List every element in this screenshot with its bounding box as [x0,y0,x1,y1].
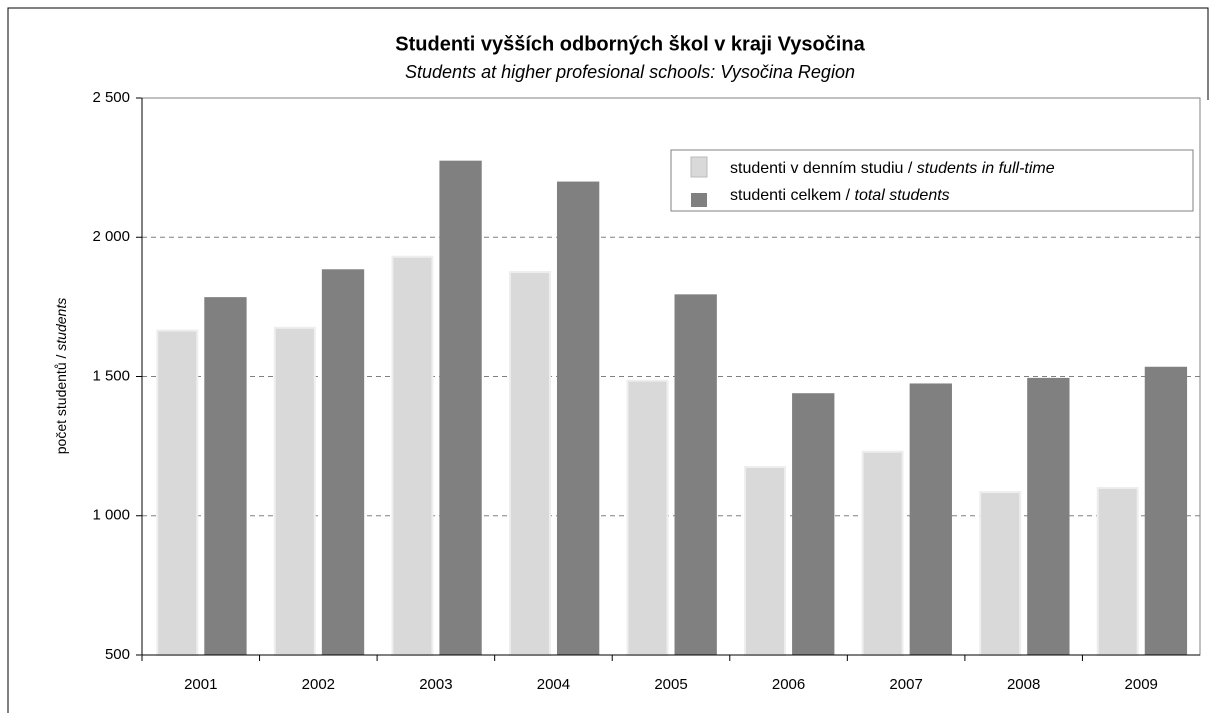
x-tick-label: 2001 [184,676,217,693]
legend [670,149,1194,212]
x-tick-label: 2004 [537,676,570,693]
bar [321,269,365,655]
x-tick-label: 2006 [772,676,805,693]
bar [556,181,600,656]
legend-label: studenti celkem / total students [730,187,950,204]
legend-swatch [690,156,708,178]
x-tick-label: 2007 [889,676,922,693]
x-tick-label: 2009 [1125,676,1158,693]
bar [204,297,247,655]
y-tick-label: 2 500 [92,89,130,106]
bar [1096,486,1139,656]
x-tick-label: 2002 [302,676,335,693]
y-tick-label: 1 000 [92,507,130,524]
chart-frame [7,7,1209,713]
y-tick-label: 500 [105,646,130,663]
bar [626,379,669,656]
chart-subtitle: Students at higher profesional schools: … [405,62,855,82]
x-tick-label: 2005 [654,676,687,693]
bar [674,294,717,655]
bar [391,255,434,656]
y-tick-label: 1 500 [92,367,130,384]
x-tick-label: 2003 [419,676,452,693]
bar [909,383,952,655]
y-tick-label: 2 000 [92,228,130,245]
bar [439,160,482,655]
bar [861,450,904,656]
bar [744,466,787,657]
y-axis-label: počet studentů / students [53,298,69,454]
bar [979,491,1022,657]
bar [508,271,551,656]
bar [156,329,199,656]
chart-title: Studenti vyšších odborných škol v kraji … [395,33,865,55]
bar [1144,366,1188,655]
legend-swatch [691,193,707,207]
bar [273,326,316,656]
bar [1027,377,1070,655]
bar [792,393,835,655]
legend-label: studenti v denním studiu / students in f… [730,160,1055,177]
x-tick-label: 2008 [1007,676,1040,693]
